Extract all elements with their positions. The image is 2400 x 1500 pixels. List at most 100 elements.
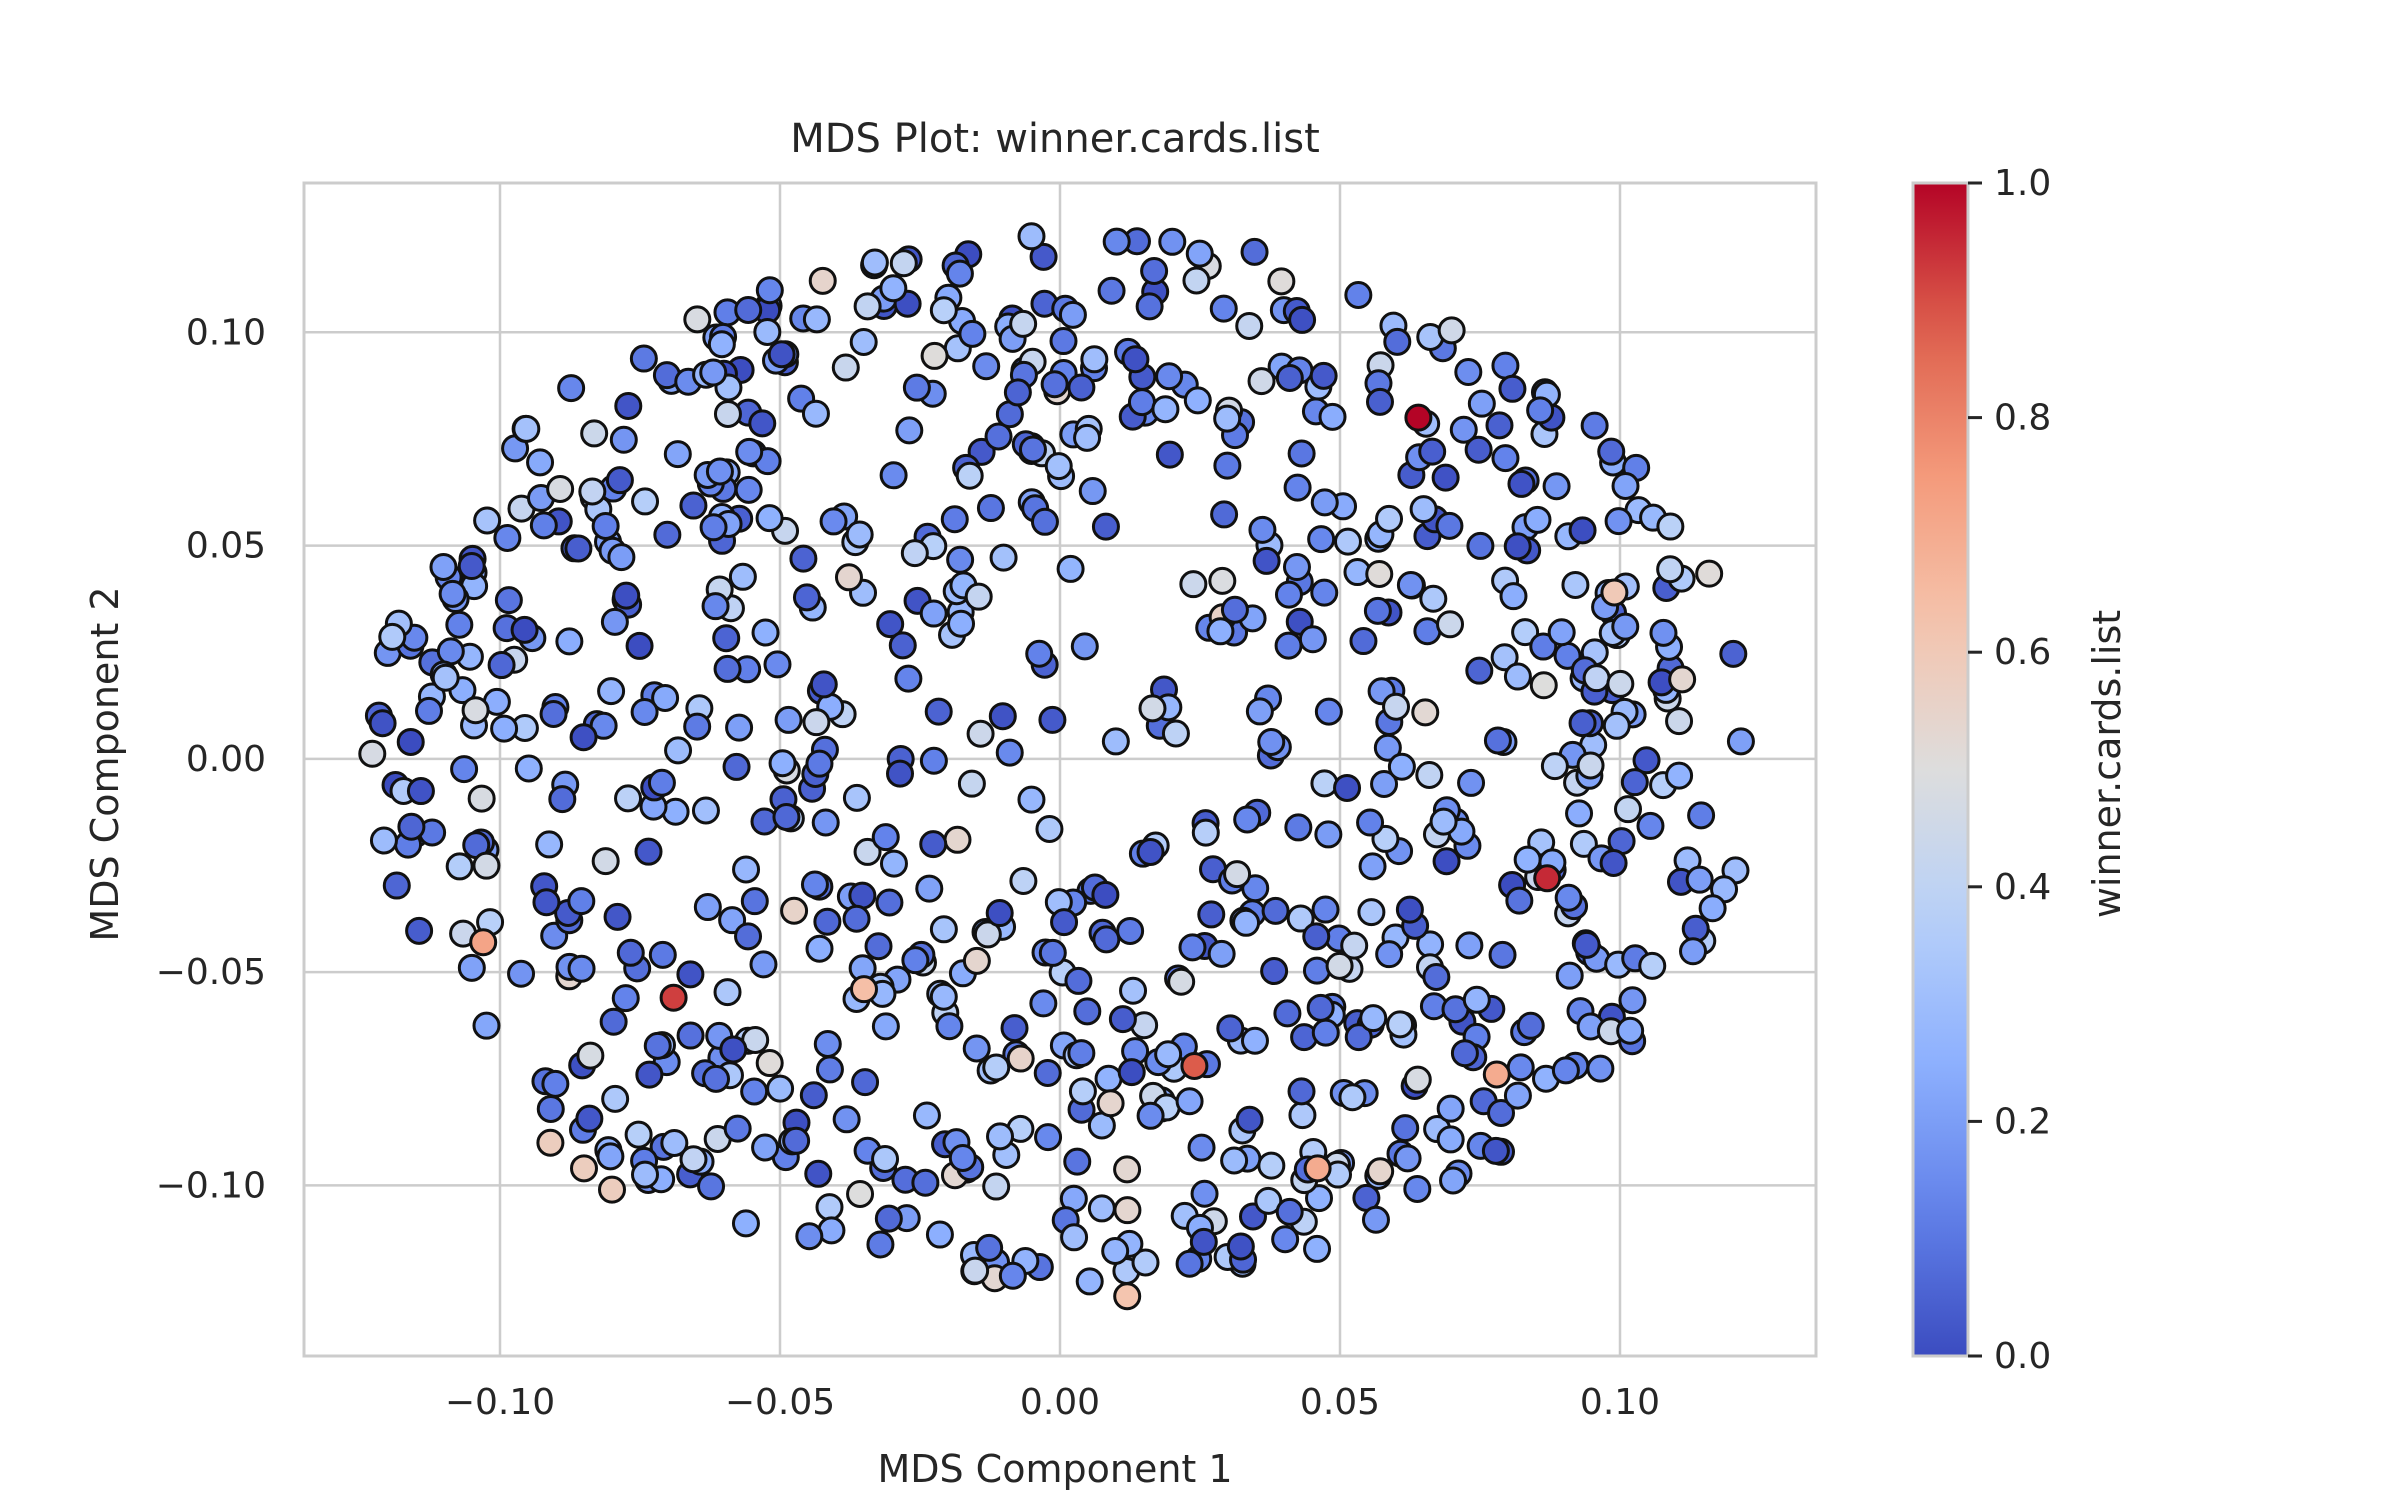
scatter-point: [1073, 423, 1102, 452]
scatter-point: [1029, 989, 1058, 1018]
scatter-point: [1035, 814, 1064, 843]
scatter-point: [943, 825, 972, 854]
scatter-point: [853, 292, 882, 321]
scatter-point: [660, 1129, 689, 1158]
scatter-point: [871, 823, 900, 852]
scatter-point: [853, 837, 882, 866]
scatter-point: [782, 1126, 811, 1155]
scatter-point-highlight: [1482, 1060, 1511, 1089]
scatter-point: [1395, 895, 1424, 924]
scatter-point: [1273, 999, 1302, 1028]
scatter-point: [1030, 507, 1059, 536]
scatter-point: [755, 504, 784, 533]
scatter-point: [982, 1053, 1011, 1082]
scatter-point: [1197, 900, 1226, 929]
scatter-point: [972, 352, 1001, 381]
scatter-point: [607, 543, 636, 572]
scatter-point: [1439, 1166, 1468, 1195]
scatter-point: [1161, 719, 1190, 748]
scatter-point: [986, 1122, 1015, 1151]
colorbar: 0.0 0.2 0.4 0.6 0.8 1.0: [1911, 163, 2051, 1377]
scatter-point: [1306, 993, 1335, 1022]
scatter-point: [1358, 852, 1387, 881]
scatter-point: [947, 609, 976, 638]
scatter-point: [1568, 709, 1597, 738]
scatter-point: [1034, 1123, 1063, 1152]
scatter-point: [578, 477, 607, 506]
scatter-point: [535, 830, 564, 859]
scatter-point: [1220, 595, 1249, 624]
scatter-point: [813, 1029, 842, 1058]
scatter-point: [1038, 938, 1067, 967]
scatter-point: [1064, 966, 1093, 995]
scatter-point: [842, 783, 871, 812]
scatter-point: [1466, 531, 1495, 560]
scatter-point: [514, 754, 543, 783]
scatter-point: [988, 702, 1017, 731]
scatter-point: [569, 723, 598, 752]
scatter-point: [1487, 1099, 1516, 1128]
scatter-point: [734, 295, 763, 324]
scatter-point: [1155, 440, 1184, 469]
scatter-point: [1208, 566, 1237, 595]
scatter-point: [683, 305, 712, 334]
scatter-point: [1158, 227, 1187, 256]
scatter-point: [1151, 395, 1180, 424]
scatter-point: [1338, 1083, 1367, 1112]
scatter-point: [1370, 770, 1399, 799]
scatter-point: [725, 713, 754, 742]
scatter-point: [713, 654, 742, 683]
scatter-point: [414, 696, 443, 725]
scatter-point: [1248, 515, 1277, 544]
scatter-point: [1018, 435, 1047, 464]
scatter-point: [707, 330, 736, 359]
scatter-point: [539, 699, 568, 728]
scatter-point: [1073, 997, 1102, 1026]
scatter-point: [1257, 1151, 1286, 1180]
scatter-point: [1582, 664, 1611, 693]
scatter-point: [1017, 222, 1046, 251]
scatter-point: [605, 466, 634, 495]
scatter-point: [397, 812, 426, 841]
scatter-point: [1206, 617, 1235, 646]
scatter-point: [1209, 294, 1238, 323]
scatter-point: [1403, 1065, 1432, 1094]
scatter-point: [1116, 916, 1145, 945]
scatter-point: [1333, 527, 1362, 556]
scatter-point: [1375, 504, 1404, 533]
scatter-point: [805, 934, 834, 963]
scatter-point: [920, 341, 949, 370]
scatter-point: [1135, 292, 1164, 321]
scatter-point: [591, 511, 620, 540]
scatter-point: [919, 599, 948, 628]
scatter-point: [467, 784, 496, 813]
scatter-point: [962, 1034, 991, 1063]
scatter-point: [1311, 895, 1340, 924]
scatter-point: [431, 663, 460, 692]
scatter-point: [1060, 1223, 1089, 1252]
scatter-point: [450, 755, 479, 784]
x-tick-label: 0.10: [1580, 1382, 1660, 1423]
scatter-point: [1127, 388, 1156, 417]
scatter-point: [635, 1060, 664, 1089]
scatter-point: [751, 1133, 780, 1162]
scatter-point: [1485, 411, 1514, 440]
scatter-point: [702, 1064, 731, 1093]
scatter-point: [651, 683, 680, 712]
scatter-point-highlight: [1180, 1051, 1209, 1080]
scatter-point: [487, 651, 516, 680]
scatter-point-highlight: [659, 983, 688, 1012]
scatter-point: [1310, 488, 1339, 517]
scatter-point: [1551, 1056, 1580, 1085]
scatter-point: [1274, 580, 1303, 609]
scatter-point: [766, 1074, 795, 1103]
scatter-point: [1498, 374, 1527, 403]
scatter-point: [1419, 584, 1448, 613]
scatter-point: [722, 752, 751, 781]
scatter-point: [457, 953, 486, 982]
scatter-point: [1383, 327, 1412, 356]
scatter-point: [955, 461, 984, 490]
scatter-point: [1113, 1196, 1142, 1225]
scatter-point: [1271, 1225, 1300, 1254]
scatter-point: [1568, 516, 1597, 545]
